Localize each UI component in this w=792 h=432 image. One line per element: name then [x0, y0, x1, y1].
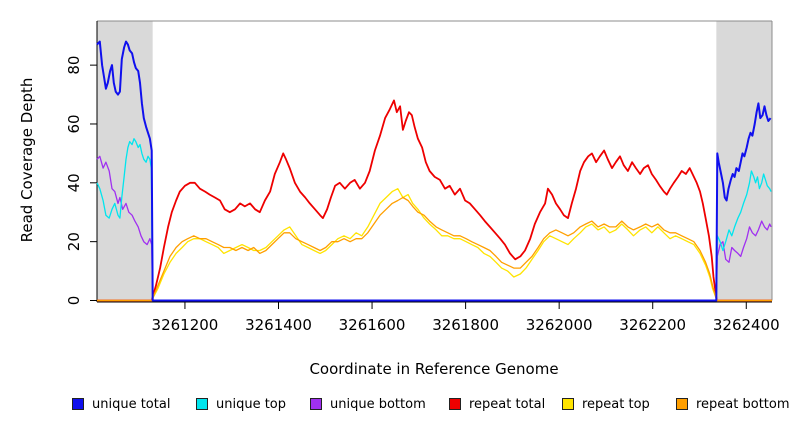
legend-label: repeat top [582, 396, 650, 412]
legend-swatch-unique-bottom [310, 398, 322, 410]
x-tick-label: 3262400 [713, 316, 780, 334]
legend-swatch-repeat-top [562, 398, 574, 410]
legend-item-repeat-total: repeat total [449, 396, 545, 412]
legend-swatch-repeat-total [449, 398, 461, 410]
series-line-repeat-total [97, 99, 772, 302]
legend-label: repeat total [469, 396, 546, 412]
y-tick-label: 40 [65, 173, 83, 192]
x-tick-label: 3261600 [339, 316, 406, 334]
x-tick-label: 3261400 [245, 316, 312, 334]
plot-series [96, 40, 772, 302]
legend-item-repeat-top: repeat top [562, 396, 650, 412]
legend-label: repeat bottom [696, 396, 790, 412]
y-tick-label: 20 [65, 232, 83, 251]
legend-swatch-unique-top [196, 398, 208, 410]
series-line-unique-top [96, 138, 772, 302]
y-tick-label: 80 [65, 56, 83, 75]
series-line-repeat-top [97, 188, 772, 302]
legend-label: unique total [92, 396, 171, 412]
x-tick-label: 3262000 [526, 316, 593, 334]
masked-region [97, 21, 153, 301]
legend-label: unique top [216, 396, 287, 412]
legend-swatch-unique-total [72, 398, 84, 410]
x-tick-label: 3261200 [152, 316, 219, 334]
legend: unique total unique top unique bottom repea… [0, 396, 792, 416]
legend-item-repeat-bottom: repeat bottom [676, 396, 790, 412]
y-tick-label: 60 [65, 114, 83, 133]
legend-label: unique bottom [330, 396, 426, 412]
x-tick-label: 3261800 [432, 316, 499, 334]
y-tick-label: 0 [65, 296, 83, 306]
x-axis-title: Coordinate in Reference Genome [309, 360, 558, 378]
legend-item-unique-top: unique top [196, 396, 286, 412]
series-line-repeat-bottom [97, 196, 772, 302]
legend-item-unique-bottom: unique bottom [310, 396, 426, 412]
y-axis-title: Read Coverage Depth [18, 78, 36, 243]
series-line-unique-total [96, 40, 772, 302]
plot-background [97, 20, 773, 301]
masked-region [716, 21, 772, 301]
legend-item-unique-total: unique total [72, 396, 170, 412]
legend-swatch-repeat-bottom [676, 398, 688, 410]
x-tick-label: 3262200 [619, 316, 686, 334]
plot-axes: 3261200 3261400 3261600 3261800 3262000 32622… [65, 21, 780, 334]
